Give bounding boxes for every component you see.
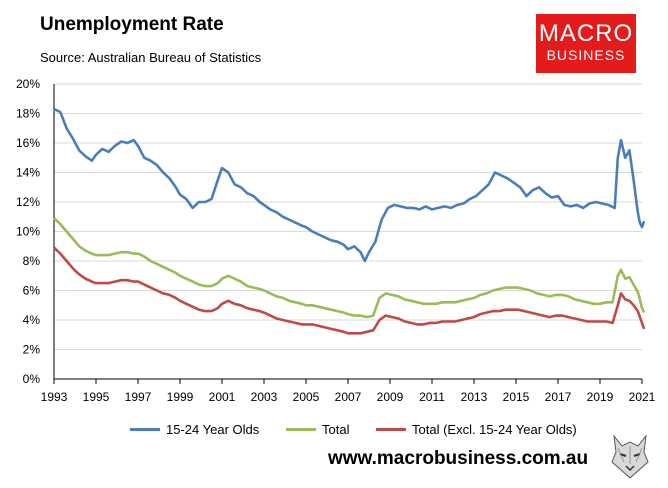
- y-tick-label: 8%: [23, 254, 41, 268]
- y-tick-label: 4%: [23, 313, 41, 327]
- x-tick-label: 1999: [167, 390, 194, 404]
- logo-line-2: BUSINESS: [546, 47, 626, 63]
- y-tick-label: 14%: [16, 166, 40, 180]
- macrobusiness-logo: MACRO BUSINESS: [536, 14, 636, 73]
- chart-source: Source: Australian Bureau of Statistics: [40, 50, 262, 65]
- x-tick-label: 2017: [545, 390, 572, 404]
- series-line: [53, 107, 646, 263]
- y-tick-label: 20%: [16, 77, 40, 91]
- gridlines: [54, 83, 642, 350]
- x-tick-label: 1995: [83, 390, 110, 404]
- axes: [53, 84, 643, 384]
- y-tick-labels: 0% 2% 4% 6% 8% 10% 12% 14% 16% 18% 20%: [16, 77, 40, 386]
- y-tick-label: 18%: [16, 107, 40, 121]
- series-line: [53, 246, 646, 335]
- website-url: www.macrobusiness.com.au: [328, 448, 589, 469]
- x-tick-label: 2009: [377, 390, 404, 404]
- x-tick-label: 2011: [419, 390, 445, 404]
- y-tick-label: 16%: [16, 136, 40, 150]
- x-tick-label: 2015: [503, 390, 530, 404]
- y-tick-label: 10%: [16, 225, 40, 239]
- x-tick-label: 2001: [209, 390, 236, 404]
- x-tick-label: 2003: [251, 390, 278, 404]
- y-tick-label: 12%: [16, 195, 40, 209]
- series-lines: [53, 107, 646, 335]
- x-tick-label: 1993: [41, 390, 68, 404]
- x-tick-label: 2007: [335, 390, 362, 404]
- legend-label-total-excl: Total (Excl. 15-24 Year Olds): [412, 422, 577, 437]
- y-tick-label: 6%: [23, 284, 41, 298]
- y-tick-label: 0%: [23, 372, 41, 386]
- legend-swatch-total-excl: [376, 428, 406, 431]
- legend-label-total: Total: [322, 422, 350, 437]
- series-line: [53, 217, 646, 319]
- x-tick-label: 2019: [587, 390, 614, 404]
- x-tick-label: 2013: [461, 390, 488, 404]
- logo-line-1: MACRO: [538, 20, 634, 47]
- y-tick-label: 2%: [23, 343, 41, 357]
- legend-label-15-24: 15-24 Year Olds: [166, 422, 260, 437]
- line-chart: 0%2%4%6%8%10%12%14%16%18%20% 1993 1995 199…: [16, 77, 656, 404]
- wolf-logo-icon: [611, 434, 649, 479]
- chart-title: Unemployment Rate: [40, 14, 224, 35]
- x-tick-labels: 1993 1995 1997 1999 2001 2003 2005 2007 2009 2011…: [41, 390, 656, 404]
- x-tick-label: 2021: [629, 390, 656, 404]
- x-tick-label: 2005: [293, 390, 320, 404]
- x-tick-label: 1997: [125, 390, 152, 404]
- legend-item-15-24: 15-24 Year Olds: [130, 422, 259, 437]
- legend-item-total-excl: Total (Excl. 15-24 Year Olds): [376, 422, 577, 437]
- legend-item-total: Total: [286, 422, 349, 437]
- legend-swatch-15-24: [130, 428, 160, 431]
- legend-swatch-total: [286, 428, 316, 431]
